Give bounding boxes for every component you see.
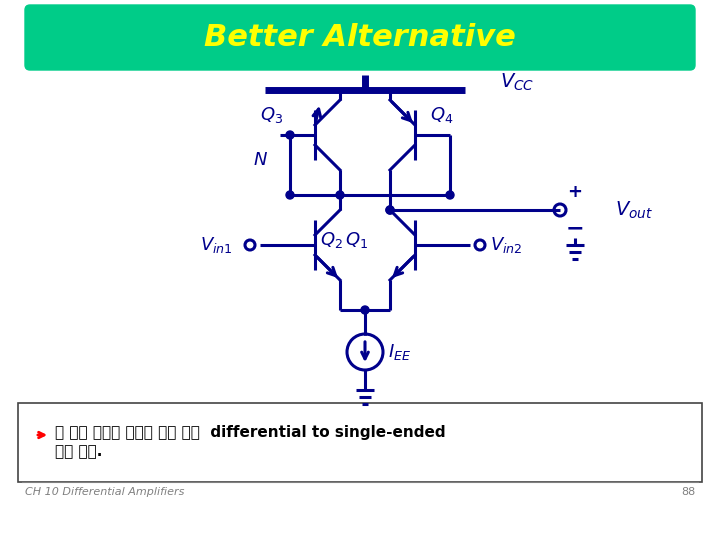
Text: +: + [567,183,582,201]
Text: Better Alternative: Better Alternative [204,23,516,51]
Text: $V_{in2}$: $V_{in2}$ [490,235,523,255]
Text: $V_{out}$: $V_{out}$ [615,199,653,221]
Text: $Q_4$: $Q_4$ [430,105,454,125]
Circle shape [446,191,454,199]
Text: $I_{EE}$: $I_{EE}$ [388,342,411,362]
Text: $V_{CC}$: $V_{CC}$ [500,71,534,93]
Text: 변환 수행.: 변환 수행. [55,444,102,460]
Text: $Q_3$: $Q_3$ [260,105,283,125]
Text: 이 회로 구조는 이득의 손실 없이  differential to single-ended: 이 회로 구조는 이득의 손실 없이 differential to singl… [55,424,446,440]
Text: CH 10 Differential Amplifiers: CH 10 Differential Amplifiers [25,487,184,497]
Text: $Q_1$: $Q_1$ [345,230,368,250]
Text: −: − [566,218,585,238]
Circle shape [286,191,294,199]
Text: $V_{in1}$: $V_{in1}$ [200,235,233,255]
Circle shape [286,131,294,139]
Text: $Q_2$: $Q_2$ [320,230,343,250]
FancyBboxPatch shape [25,5,695,70]
Circle shape [336,191,344,199]
Circle shape [386,206,394,214]
Circle shape [361,306,369,314]
FancyBboxPatch shape [18,403,702,482]
Circle shape [386,206,394,214]
Text: $N$: $N$ [253,151,268,169]
Text: 88: 88 [680,487,695,497]
